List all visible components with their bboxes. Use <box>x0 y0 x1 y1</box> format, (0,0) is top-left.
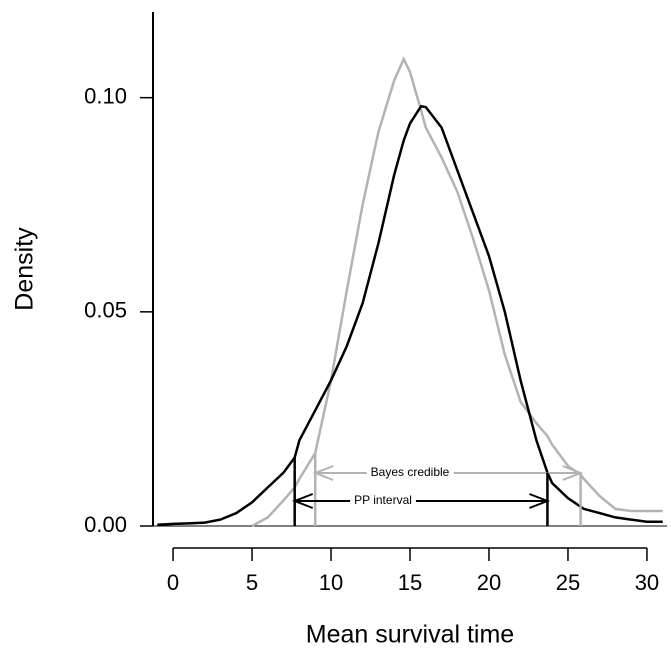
x-tick-label: 10 <box>319 570 343 595</box>
interval-label: Bayes credible <box>371 465 450 479</box>
arrow-head <box>562 465 584 481</box>
x-tick-label: 5 <box>246 570 258 595</box>
x-tick-label: 0 <box>167 570 179 595</box>
x-tick-label: 25 <box>556 570 580 595</box>
label-background <box>350 492 416 509</box>
density-line <box>251 56 663 528</box>
arrow-head <box>312 465 334 481</box>
arrow-head <box>529 493 551 509</box>
x-tick-label: 15 <box>398 570 422 595</box>
x-axis-title: Mean survival time <box>306 621 514 649</box>
y-tick-label: 0.00 <box>84 512 127 537</box>
interval-label: PP interval <box>354 493 412 507</box>
x-tick-label: 30 <box>635 570 659 595</box>
density-line <box>157 104 663 526</box>
arrow-head <box>291 493 314 509</box>
y-tick-label: 0.05 <box>84 298 127 323</box>
x-tick-label: 20 <box>477 570 501 595</box>
y-tick-label: 0.10 <box>84 83 127 108</box>
y-axis-title: Density <box>11 227 39 311</box>
label-background <box>366 464 454 481</box>
